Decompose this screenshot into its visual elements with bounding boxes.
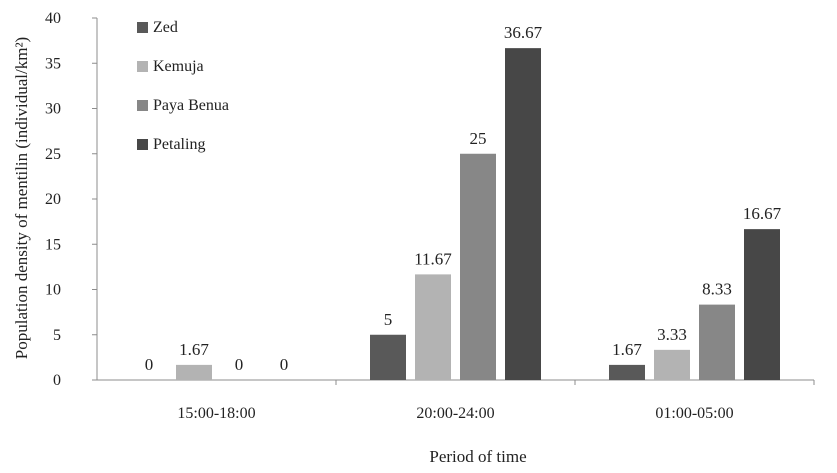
bar: [654, 349, 690, 380]
y-tick-label: 20: [45, 191, 61, 208]
bar: [176, 364, 212, 380]
bar: [744, 229, 780, 380]
data-label: 25: [470, 129, 487, 148]
data-label: 1.67: [179, 340, 209, 359]
data-label: 5: [384, 310, 393, 329]
y-tick-label: 25: [45, 146, 61, 163]
legend-swatch: [137, 100, 148, 111]
y-tick-label: 30: [45, 101, 61, 118]
y-tick-label: 40: [45, 10, 61, 27]
axes: [92, 17, 815, 385]
x-tick-label: 15:00-18:00: [177, 405, 255, 422]
y-tick-label: 35: [45, 55, 61, 72]
x-tick-label: 20:00-24:00: [416, 405, 494, 422]
y-axis-title: Population density of mentilin (individu…: [12, 37, 31, 359]
legend-label: Paya Benua: [153, 97, 229, 114]
legend-swatch: [137, 61, 148, 72]
data-label: 16.67: [743, 204, 782, 223]
legend: Zed Kemuja Paya Benua Petaling: [137, 19, 229, 153]
data-label: 36.67: [504, 23, 543, 42]
bar: [460, 153, 496, 380]
legend-swatch: [137, 139, 148, 150]
legend-label: Petaling: [153, 136, 205, 153]
x-axis-title: Period of time: [429, 447, 526, 466]
data-label: 3.33: [657, 325, 687, 344]
legend-swatch: [137, 22, 148, 33]
bar: [415, 274, 451, 380]
data-label: 1.67: [612, 340, 642, 359]
data-label: 0: [280, 355, 289, 374]
y-tick-label: 15: [45, 236, 61, 253]
y-tick-label: 10: [45, 282, 61, 299]
legend-label: Zed: [153, 19, 178, 36]
data-label: 11.67: [414, 249, 452, 268]
data-label: 0: [145, 355, 154, 374]
y-tick-label: 0: [53, 372, 61, 389]
legend-label: Kemuja: [153, 58, 204, 75]
data-label: 8.33: [702, 280, 732, 299]
y-tick-label: 5: [53, 327, 61, 344]
bar: [699, 304, 735, 380]
bar: [609, 364, 645, 380]
bar: [370, 334, 406, 380]
bars: [176, 48, 780, 380]
data-labels: 0 1.67 0 0 5 11.67 25 36.67 1.67 3.33 8.33 16.67: [145, 23, 782, 374]
bar: [505, 48, 541, 380]
data-label: 0: [235, 355, 244, 374]
x-tick-label: 01:00-05:00: [655, 405, 733, 422]
